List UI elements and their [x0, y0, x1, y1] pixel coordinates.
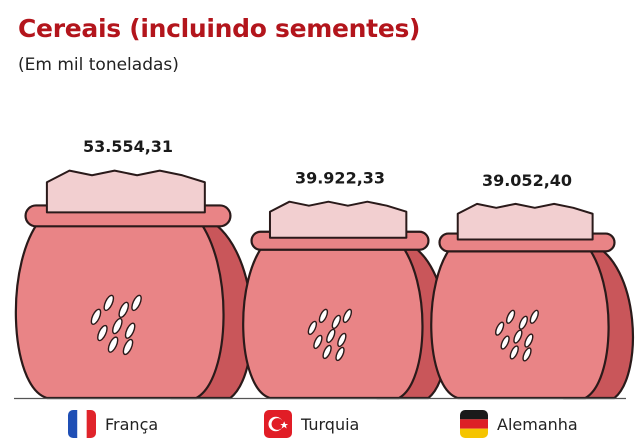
- seed-mark: [131, 294, 142, 312]
- seed-mark: [524, 333, 534, 348]
- seed-mark: [103, 294, 115, 312]
- seed-mark: [326, 328, 336, 344]
- turkey-flag-icon: [264, 410, 292, 438]
- seed-mark: [500, 335, 510, 350]
- category-label: Alemanha: [497, 415, 578, 434]
- germany-flag-icon: [460, 410, 488, 438]
- seed-mark: [337, 332, 347, 348]
- value-label: 39.052,40: [482, 171, 572, 190]
- seed-mark: [331, 314, 342, 330]
- france-flag-icon: [68, 410, 96, 438]
- value-label: 39.922,33: [295, 169, 385, 188]
- seed-mark: [122, 338, 134, 356]
- seed-mark: [97, 324, 108, 342]
- seed-mark: [495, 321, 505, 336]
- seed-mark: [335, 346, 345, 362]
- sack-body: [430, 242, 610, 400]
- sack-body: [14, 215, 225, 400]
- seed-mark: [107, 336, 119, 353]
- seed-mark: [307, 320, 318, 336]
- sack-mark: [242, 200, 449, 400]
- seed-mark: [342, 308, 353, 324]
- seed-mark: [522, 347, 532, 362]
- seed-mark: [118, 301, 130, 319]
- category-label: França: [105, 415, 158, 434]
- grain-pile: [456, 202, 594, 241]
- grain-pile: [45, 169, 206, 214]
- seed-mark: [509, 345, 519, 360]
- chart-subtitle: (Em mil toneladas): [18, 55, 179, 75]
- sack-mark: [430, 202, 635, 400]
- seed-mark: [313, 334, 323, 350]
- seed-mark: [90, 308, 102, 325]
- seed-mark: [318, 308, 329, 324]
- seed-mark: [513, 329, 523, 344]
- grain-pile: [268, 200, 408, 239]
- sack-body: [242, 240, 424, 400]
- chart-title: Cereais (incluindo sementes): [18, 14, 421, 43]
- seed-mark: [505, 309, 516, 324]
- seed-mark: [529, 309, 539, 324]
- category-label: Turquia: [300, 415, 359, 434]
- seed-mark: [112, 317, 123, 335]
- seed-mark: [322, 344, 332, 360]
- value-label: 53.554,31: [83, 137, 173, 156]
- seed-mark: [124, 322, 136, 339]
- seed-mark: [518, 315, 529, 330]
- sack-mark: [14, 169, 254, 400]
